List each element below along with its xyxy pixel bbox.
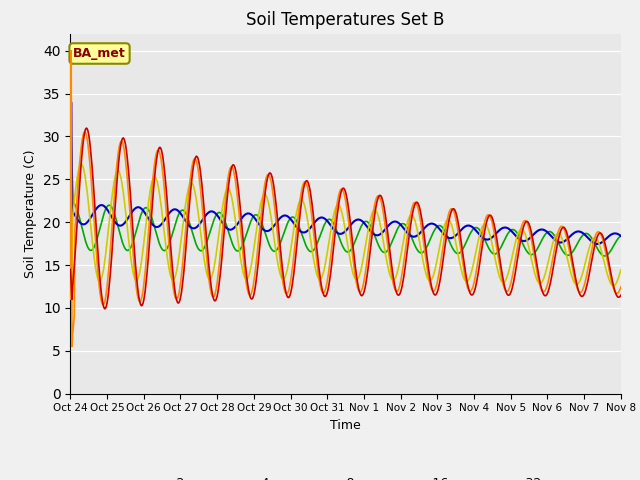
Y-axis label: Soil Temperature (C): Soil Temperature (C) bbox=[24, 149, 38, 278]
Text: BA_met: BA_met bbox=[73, 47, 126, 60]
Legend: -2cm, -4cm, -8cm, -16cm, -32cm: -2cm, -4cm, -8cm, -16cm, -32cm bbox=[126, 472, 565, 480]
Title: Soil Temperatures Set B: Soil Temperatures Set B bbox=[246, 11, 445, 29]
X-axis label: Time: Time bbox=[330, 419, 361, 432]
